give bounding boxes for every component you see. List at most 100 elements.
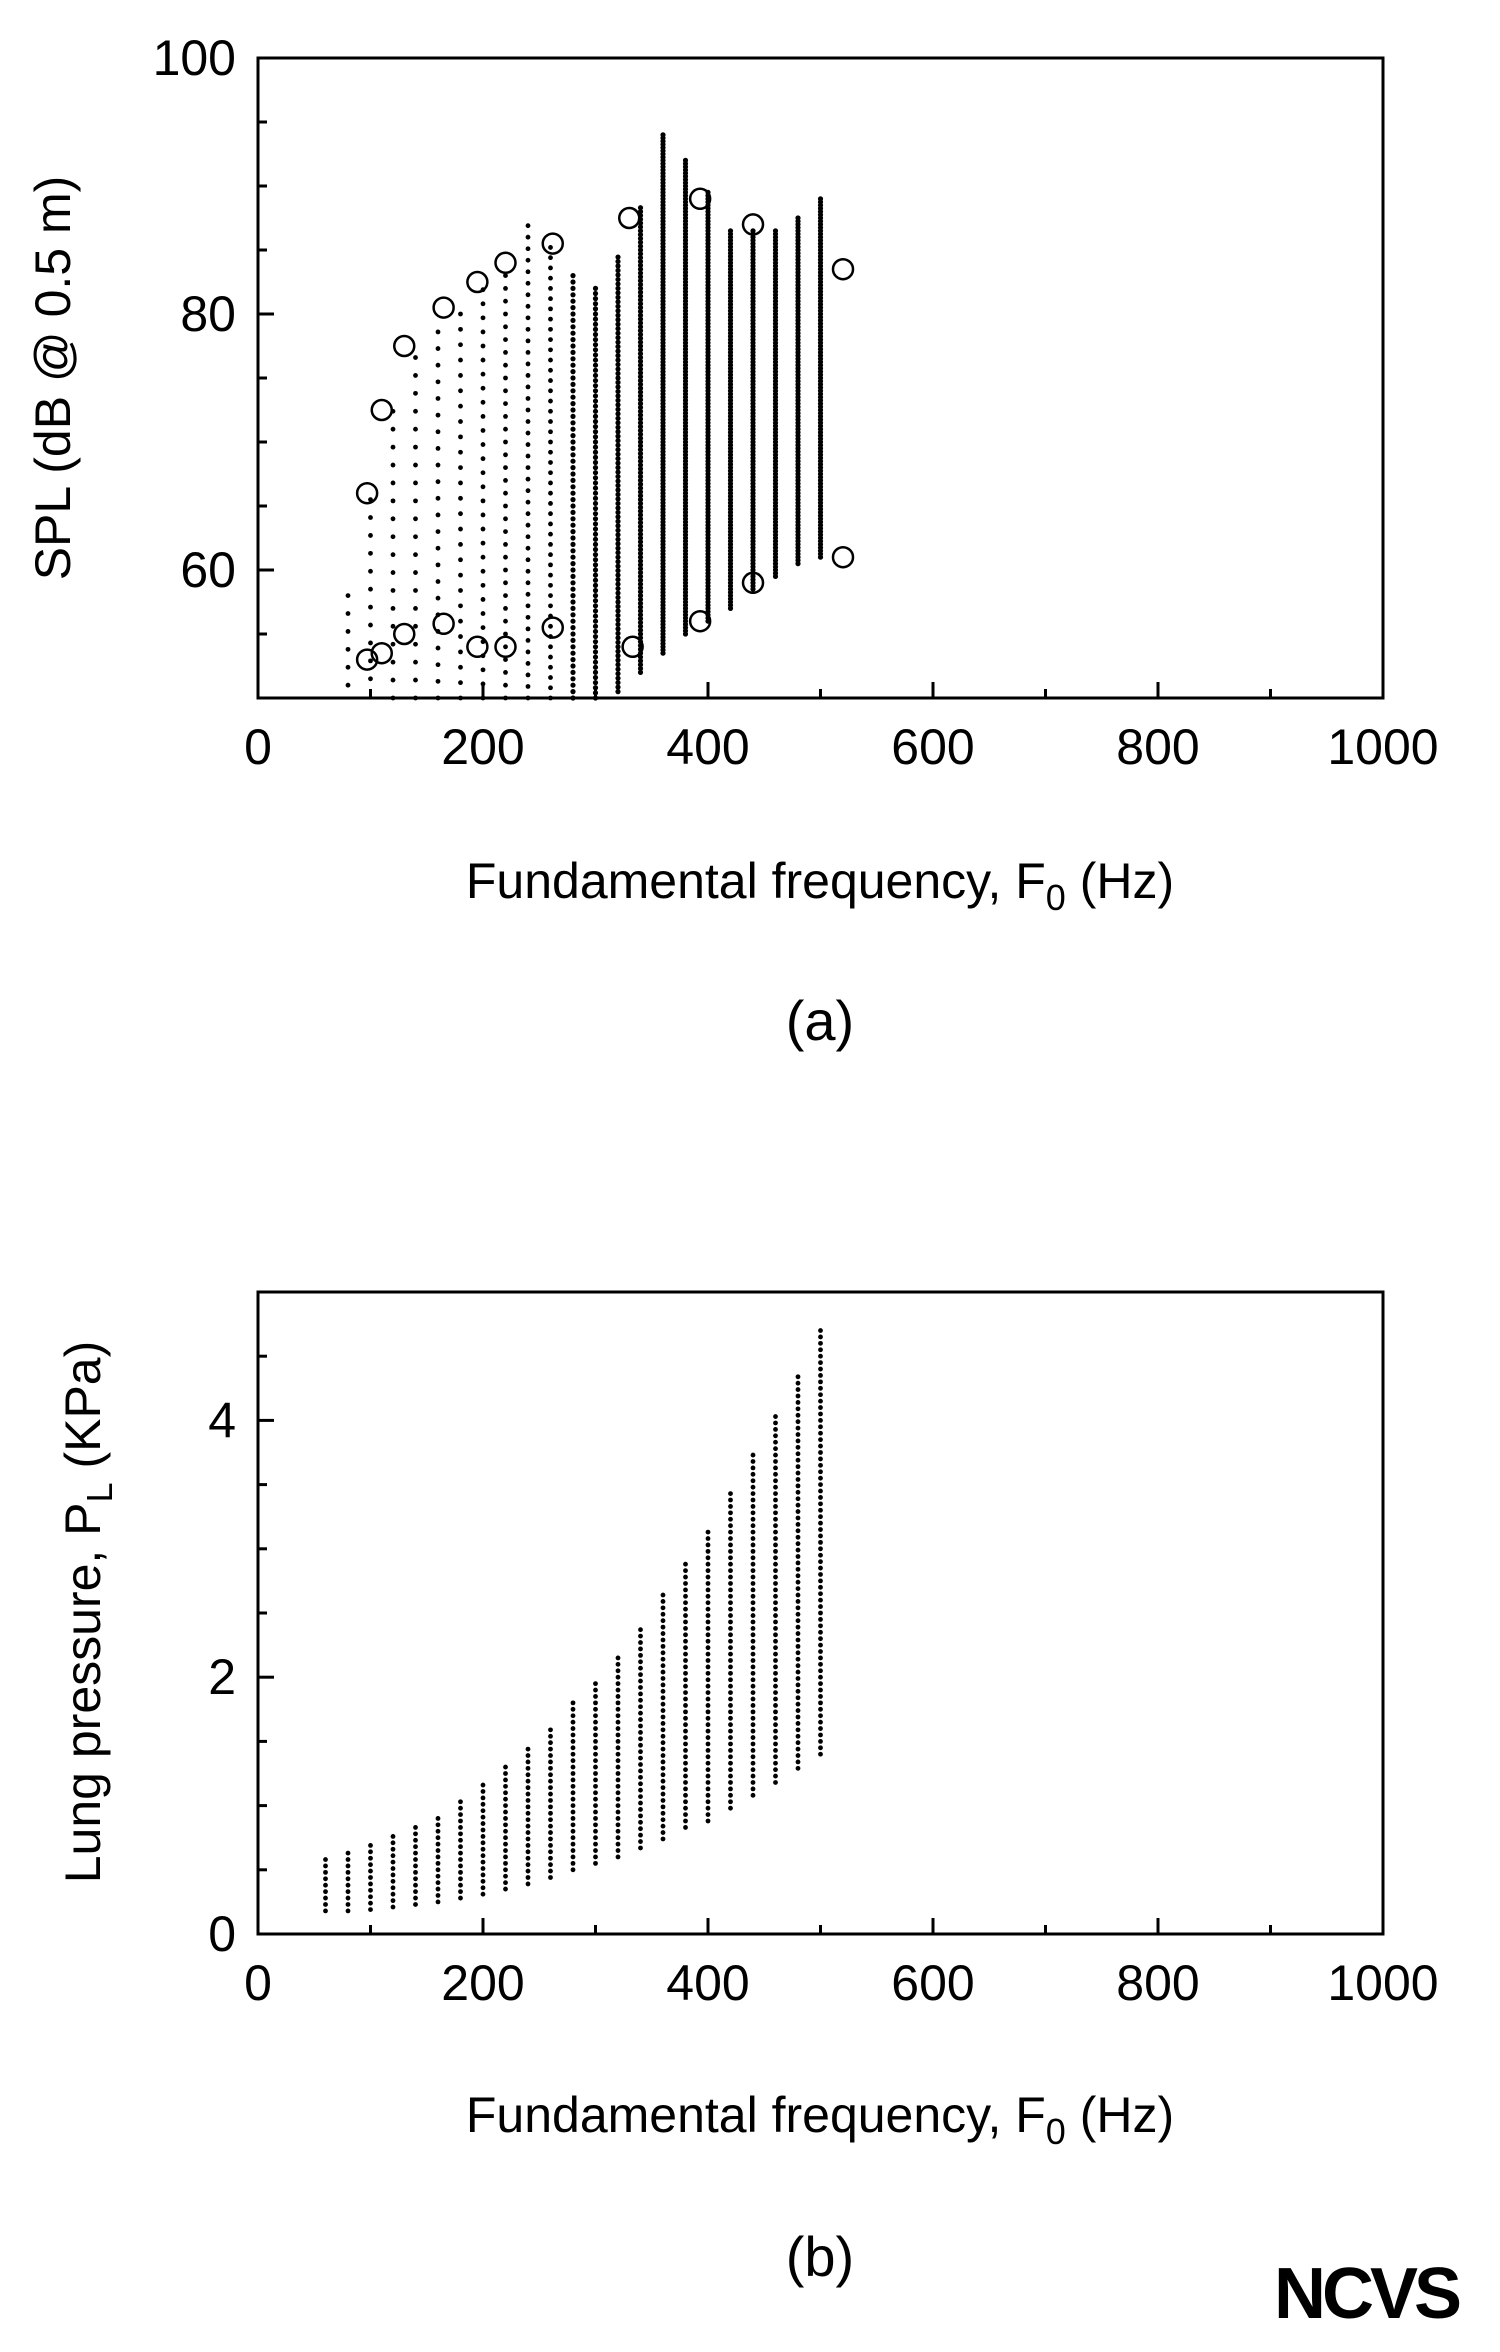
data-dot [750, 1568, 756, 1574]
data-dot [818, 1751, 823, 1757]
data-dot [593, 1854, 598, 1860]
data-dot [615, 353, 621, 359]
y-tick-label: 80 [180, 286, 236, 342]
data-dot [818, 1514, 823, 1520]
data-dot [795, 1727, 801, 1733]
data-dot [773, 1632, 778, 1638]
data-dot [390, 1898, 396, 1904]
data-dot [548, 347, 553, 353]
data-dot [637, 377, 644, 384]
data-dot [638, 1762, 643, 1767]
data-dot [548, 1868, 553, 1874]
data-dot [435, 1848, 441, 1853]
data-dot [525, 557, 531, 563]
y-tick-label: 4 [208, 1392, 236, 1448]
data-dot [548, 582, 553, 588]
data-dot [637, 347, 644, 353]
data-dot [615, 585, 621, 592]
data-dot [413, 641, 418, 647]
data-dot [480, 540, 486, 546]
data-dot [548, 654, 553, 660]
data-dot [503, 1828, 508, 1834]
data-dot [773, 1478, 778, 1484]
data-dot [795, 1374, 801, 1380]
data-dot [345, 611, 351, 616]
data-dot [795, 1432, 801, 1437]
data-dot [525, 626, 531, 632]
data-dot [435, 495, 441, 501]
data-dot [750, 1632, 756, 1638]
data-dot [458, 1831, 463, 1837]
data-dot [548, 449, 553, 455]
data-dot [435, 562, 441, 568]
data-dot [615, 518, 621, 524]
data-dot [615, 1694, 621, 1699]
data-dot [480, 1866, 486, 1871]
data-dot [458, 342, 463, 348]
data-dot [435, 1835, 441, 1841]
data-dot [728, 1613, 733, 1618]
data-dot [413, 1850, 418, 1856]
data-dot [795, 1528, 801, 1534]
data-dot [413, 588, 418, 593]
data-dot [638, 1704, 643, 1710]
data-dot [570, 1739, 576, 1744]
data-dot [615, 563, 621, 569]
data-dot [413, 462, 418, 468]
data-dot [637, 554, 644, 560]
data-dot [525, 1791, 531, 1797]
data-dot [750, 1593, 756, 1599]
data-dot [705, 1555, 711, 1561]
data-dot [615, 554, 621, 560]
data-dot [773, 1773, 778, 1779]
data-dot [637, 546, 644, 553]
data-dot [615, 1841, 621, 1847]
data-dot [637, 550, 644, 556]
data-dot [592, 301, 599, 307]
data-dot [818, 1373, 823, 1378]
data-dot [615, 339, 621, 345]
data-dot [750, 1459, 756, 1464]
data-dot [592, 577, 599, 583]
data-dot [592, 285, 599, 291]
data-dot [548, 470, 553, 476]
data-dot [548, 1875, 553, 1880]
data-dot [592, 316, 599, 322]
data-dot [570, 1771, 576, 1776]
data-dot [818, 1353, 823, 1359]
data-dot [592, 495, 599, 501]
data-dot [435, 1816, 441, 1821]
data-dot [728, 1709, 733, 1715]
data-dot [773, 1767, 778, 1773]
x-tick-label: 1000 [1327, 719, 1438, 775]
data-dot [570, 343, 576, 349]
data-dot [773, 1484, 778, 1490]
data-dot [728, 1542, 733, 1548]
data-dot [548, 408, 553, 414]
data-dot [728, 1786, 733, 1792]
data-dot [480, 1782, 486, 1788]
data-dot [615, 590, 621, 596]
data-dot [773, 1613, 778, 1618]
data-dot [570, 522, 576, 528]
data-dot [480, 667, 486, 673]
data-dot [503, 1880, 508, 1886]
data-dot [637, 262, 644, 268]
data-dot [615, 1777, 621, 1783]
data-dot [750, 1529, 756, 1535]
data-dot [323, 1857, 328, 1862]
data-dot [683, 1690, 688, 1696]
data-dot [615, 621, 621, 628]
data-dot [637, 324, 644, 330]
data-dot [728, 1754, 733, 1760]
data-dot [637, 458, 644, 464]
data-dot [795, 1412, 801, 1418]
data-dot [818, 1456, 823, 1462]
data-dot [413, 623, 418, 629]
data-dot [413, 677, 418, 683]
data-dot [728, 1805, 733, 1811]
data-dot [570, 279, 576, 285]
data-dot [750, 1478, 756, 1484]
open-circle-point [355, 648, 379, 671]
data-dot [548, 480, 553, 486]
